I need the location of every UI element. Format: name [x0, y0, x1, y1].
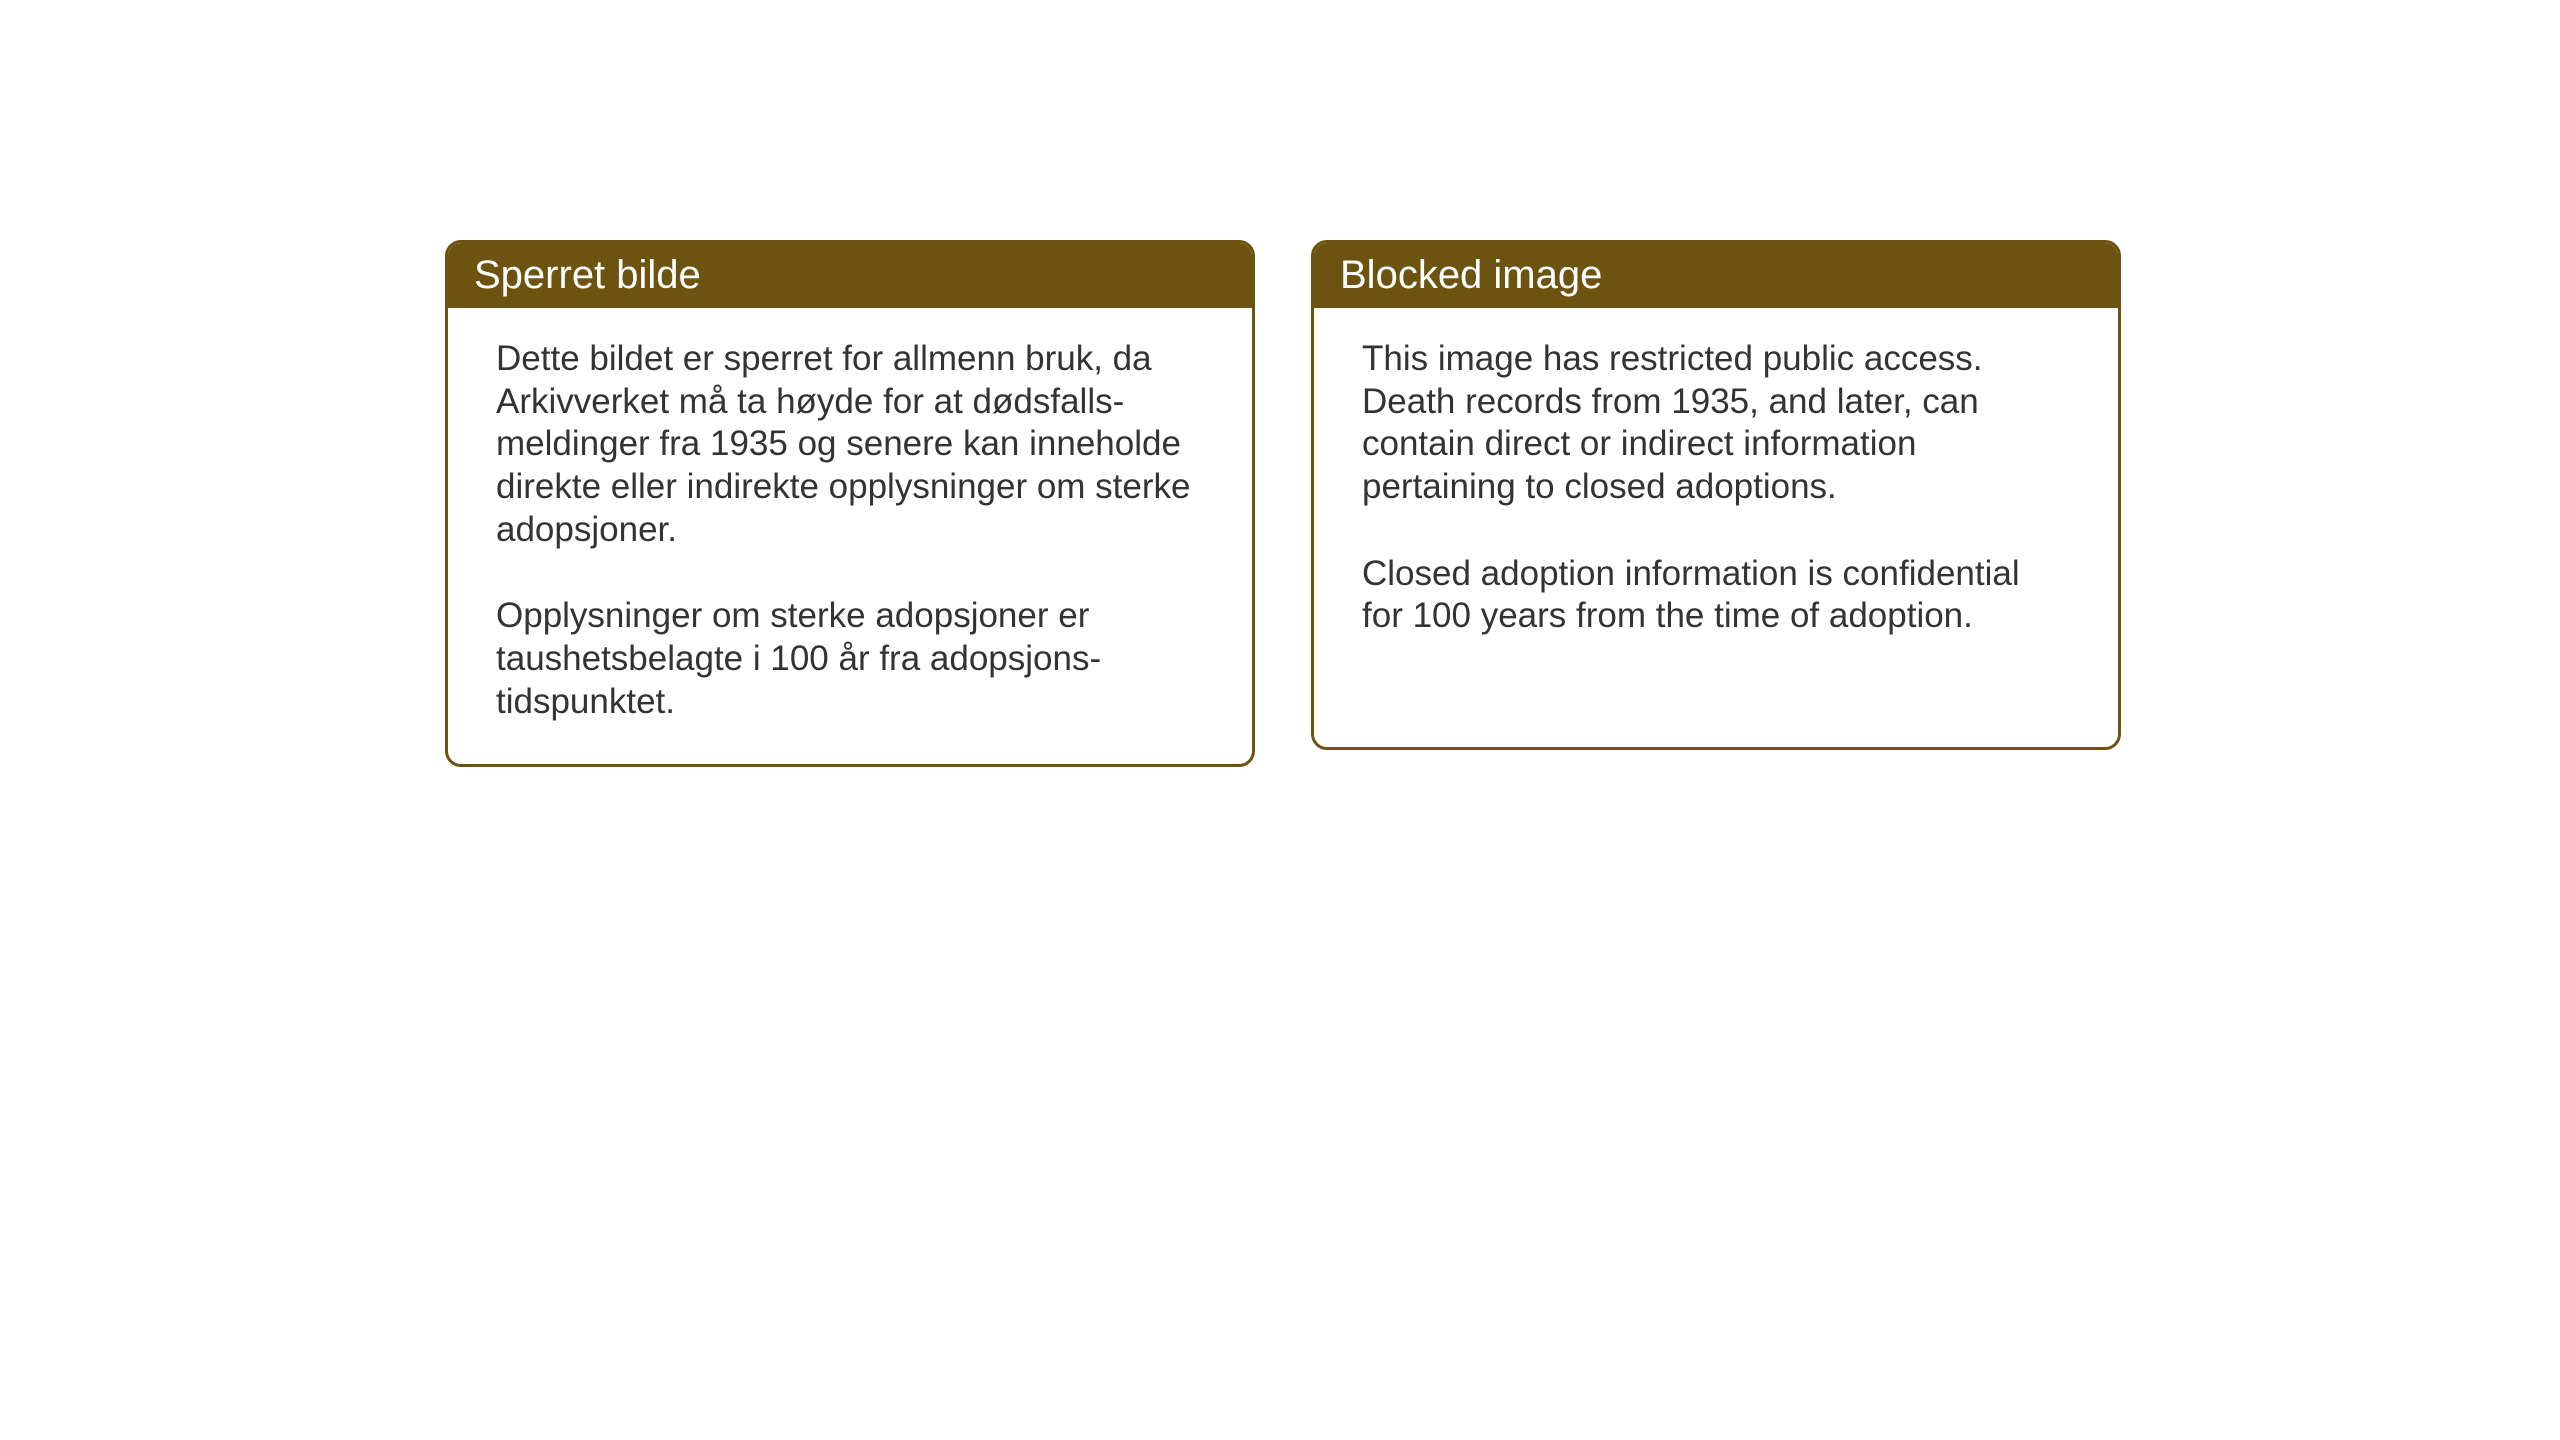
card-title-norwegian: Sperret bilde — [474, 253, 701, 297]
card-title-english: Blocked image — [1340, 253, 1602, 297]
cards-container: Sperret bilde Dette bildet er sperret fo… — [445, 240, 2121, 767]
card-paragraph-1-norwegian: Dette bildet er sperret for allmenn bruk… — [496, 338, 1204, 551]
card-header-english: Blocked image — [1314, 243, 2118, 308]
card-english: Blocked image This image has restricted … — [1311, 240, 2121, 750]
card-paragraph-1-english: This image has restricted public access.… — [1362, 338, 2070, 509]
card-norwegian: Sperret bilde Dette bildet er sperret fo… — [445, 240, 1255, 767]
card-header-norwegian: Sperret bilde — [448, 243, 1252, 308]
card-body-norwegian: Dette bildet er sperret for allmenn bruk… — [448, 308, 1252, 764]
card-paragraph-2-norwegian: Opplysninger om sterke adopsjoner er tau… — [496, 595, 1204, 723]
card-paragraph-2-english: Closed adoption information is confident… — [1362, 553, 2070, 638]
card-body-english: This image has restricted public access.… — [1314, 308, 2118, 678]
